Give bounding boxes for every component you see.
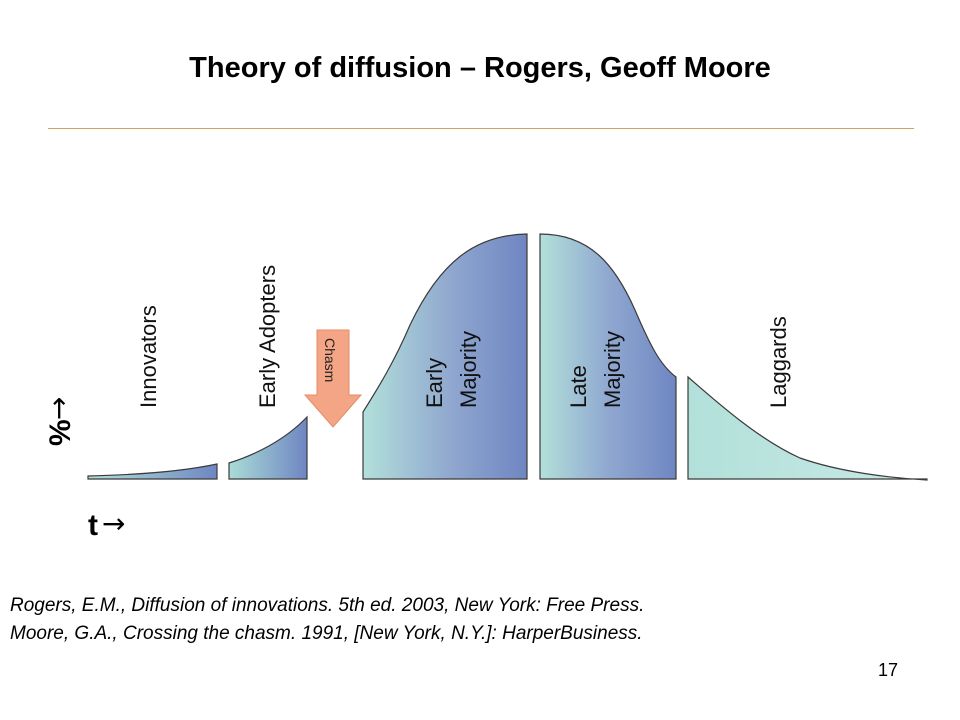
label-early-majority-line2: Majority xyxy=(456,331,481,408)
label-early-adopters: Early Adopters xyxy=(255,265,280,408)
label-late-majority-line1: Late xyxy=(566,365,591,408)
chasm-label: Chasm xyxy=(322,338,338,382)
title-divider xyxy=(48,128,914,129)
page-title: Theory of diffusion – Rogers, Geoff Moor… xyxy=(189,52,771,84)
label-early-majority-line1: Early xyxy=(422,358,447,408)
segment-early-adopters xyxy=(228,415,308,480)
reference-rogers: Rogers, E.M., Diffusion of innovations. … xyxy=(10,595,645,616)
segment-laggards xyxy=(687,375,928,481)
segment-innovators xyxy=(87,463,218,480)
y-axis-arrow-icon: → xyxy=(42,397,75,420)
x-axis-arrow-icon: → xyxy=(102,507,125,540)
label-laggards: Laggards xyxy=(766,316,791,408)
segment-early-majority xyxy=(362,233,528,480)
y-axis-label: % xyxy=(44,419,77,446)
x-axis-label: t xyxy=(88,509,98,542)
label-late-majority-line2: Majority xyxy=(600,331,625,408)
page-number: 17 xyxy=(878,660,899,680)
chasm-arrow-icon xyxy=(303,329,363,428)
reference-moore: Moore, G.A., Crossing the chasm. 1991, [… xyxy=(10,623,643,644)
references: Rogers, E.M., Diffusion of innovations. … xyxy=(10,592,910,648)
segment-late-majority xyxy=(539,233,677,480)
label-innovators: Innovators xyxy=(136,305,161,408)
